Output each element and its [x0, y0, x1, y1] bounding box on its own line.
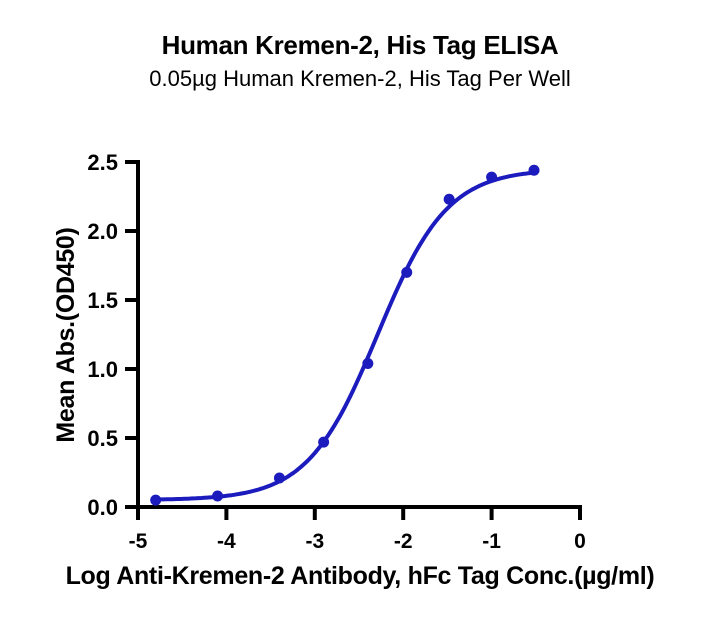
y-tick-label: 0.5 — [87, 426, 118, 451]
y-tick-label: 0.0 — [87, 495, 118, 520]
axis-lines — [136, 160, 582, 509]
y-tick-label: 1.0 — [87, 357, 118, 382]
x-tick-label: -1 — [482, 530, 501, 553]
y-tick-label: 2.0 — [87, 219, 118, 244]
y-tick-label: 1.5 — [87, 288, 118, 313]
data-point — [273, 472, 285, 484]
data-point — [401, 266, 413, 278]
data-point — [443, 193, 455, 205]
y-tick-label: 2.5 — [87, 150, 118, 175]
data-point — [528, 164, 540, 176]
x-tick-label: 0 — [574, 530, 586, 553]
x-axis-label: Log Anti-Kremen-2 Antibody, hFc Tag Conc… — [65, 562, 655, 590]
x-tick-label: -3 — [305, 530, 324, 553]
x-tick-label: -5 — [129, 530, 148, 553]
data-point — [150, 494, 162, 506]
data-point — [362, 357, 374, 369]
data-point — [486, 171, 498, 183]
data-point — [212, 490, 224, 502]
x-tick-label: -2 — [394, 530, 413, 553]
chart-subtitle: 0.05µg Human Kremen-2, His Tag Per Well — [149, 66, 571, 91]
data-point — [318, 436, 330, 448]
fit-curve — [153, 170, 536, 502]
x-tick-label: -4 — [217, 530, 236, 553]
chart-title: Human Kremen-2, His Tag ELISA — [161, 30, 559, 60]
